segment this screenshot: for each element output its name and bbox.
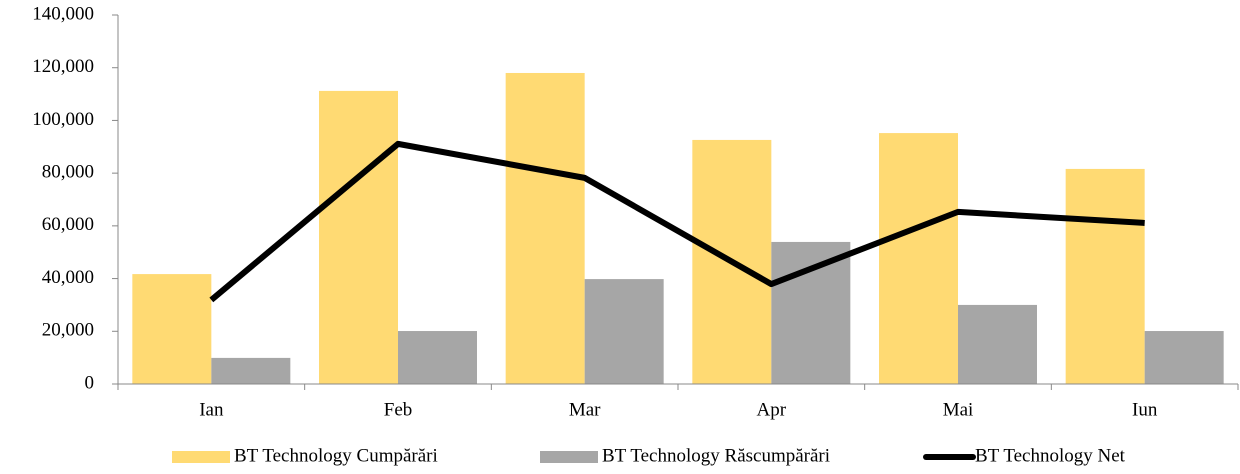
bar bbox=[771, 241, 851, 384]
legend-label: BT Technology Net bbox=[975, 445, 1126, 466]
y-tick-label: 120,000 bbox=[32, 56, 94, 77]
x-tick-label: Apr bbox=[757, 399, 787, 420]
y-tick-label: 80,000 bbox=[42, 162, 94, 183]
legend-label: BT Technology Răscumpărări bbox=[602, 445, 830, 466]
bar bbox=[958, 304, 1037, 384]
legend-swatch bbox=[172, 451, 230, 463]
line-series bbox=[209, 140, 1145, 303]
y-tick-label: 140,000 bbox=[32, 3, 94, 24]
bar bbox=[879, 133, 958, 384]
y-tick-label: 100,000 bbox=[32, 109, 94, 130]
legend-label: BT Technology Cumpărări bbox=[234, 445, 438, 466]
bar bbox=[505, 72, 585, 384]
x-tick-label: Iun bbox=[1132, 399, 1158, 420]
bar bbox=[319, 90, 398, 384]
legend-swatch bbox=[540, 451, 598, 463]
bar bbox=[1065, 168, 1145, 384]
bar bbox=[132, 274, 212, 384]
bar bbox=[584, 279, 664, 384]
bar bbox=[211, 357, 291, 384]
x-tick-label: Mai bbox=[943, 399, 974, 420]
x-tick-label: Mar bbox=[569, 399, 601, 420]
x-tick-label: Ian bbox=[199, 399, 224, 420]
bar bbox=[1144, 331, 1224, 384]
y-tick-label: 40,000 bbox=[42, 267, 94, 288]
y-tick-label: 20,000 bbox=[42, 320, 94, 341]
bar bbox=[398, 331, 477, 384]
y-tick-label: 60,000 bbox=[42, 214, 94, 235]
y-tick-label: 0 bbox=[85, 372, 95, 393]
x-tick-label: Feb bbox=[384, 399, 413, 420]
